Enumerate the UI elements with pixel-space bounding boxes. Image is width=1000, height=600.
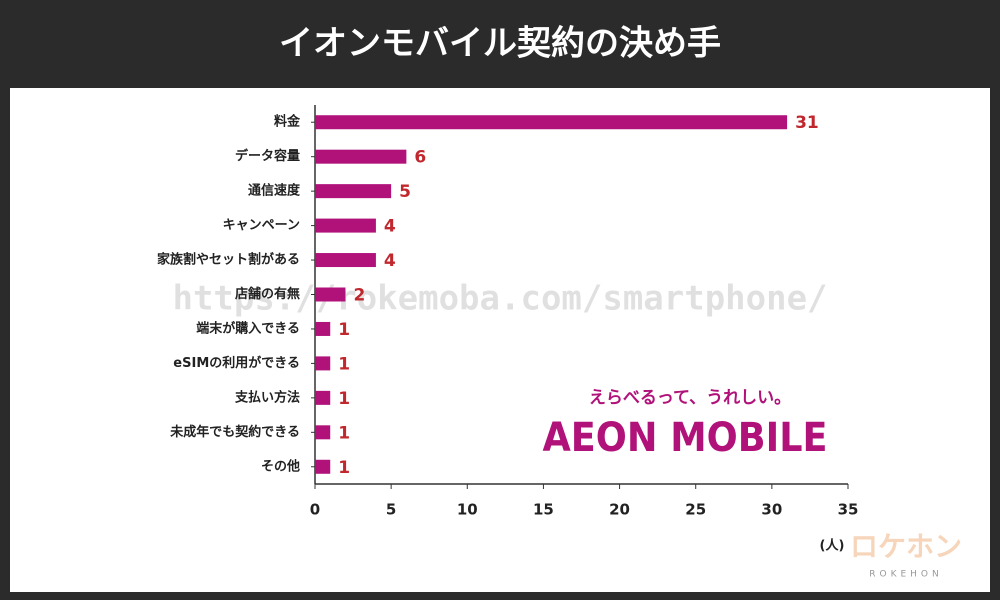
y-tick-label: データ容量: [235, 148, 300, 164]
brand-tagline: えらべるって、うれしい。: [589, 388, 791, 408]
y-tick-label: 未成年でも契約できる: [169, 424, 300, 440]
value-label: 1: [338, 458, 350, 478]
bar: [315, 218, 376, 233]
x-tick-label: 30: [761, 501, 782, 519]
bar: [315, 390, 331, 405]
bar: [315, 149, 407, 164]
site-logo: ロケホン: [850, 530, 962, 563]
y-tick-label: 店舗の有無: [235, 286, 300, 302]
brand-name: AEON MOBILE: [543, 415, 828, 461]
x-axis-label: (人): [820, 538, 845, 554]
x-tick-label: 5: [386, 501, 396, 519]
bar: [315, 459, 331, 474]
bar: [315, 425, 331, 440]
value-label: 5: [399, 182, 411, 202]
bar: [315, 321, 331, 336]
x-tick-label: 20: [609, 501, 630, 519]
y-tick-label: 家族割やセット割がある: [157, 252, 300, 268]
value-label: 4: [384, 217, 396, 237]
y-tick-label: 通信速度: [248, 183, 301, 199]
bar: [315, 253, 376, 268]
y-tick-label: 端末が購入できる: [196, 320, 300, 336]
value-label: 1: [338, 389, 350, 409]
value-label: 2: [353, 286, 365, 306]
value-label: 1: [338, 423, 350, 443]
value-label: 1: [338, 354, 350, 374]
x-tick-label: 15: [533, 501, 554, 519]
x-tick-label: 10: [457, 501, 478, 519]
site-logo-romaji: ROKEHON: [869, 570, 943, 580]
x-tick-label: 35: [838, 501, 859, 519]
bar: [315, 356, 331, 371]
value-label: 4: [384, 251, 396, 271]
y-tick-label: キャンペーン: [223, 218, 300, 233]
value-label: 1: [338, 320, 350, 340]
y-tick-label: その他: [261, 458, 300, 474]
y-tick-label: 料金: [274, 114, 301, 130]
x-tick-label: 25: [685, 501, 706, 519]
y-tick-label: 支払い方法: [234, 389, 300, 405]
bar: [315, 184, 392, 199]
chart-title: イオンモバイル契約の決め手: [279, 24, 721, 64]
value-label: 6: [414, 148, 426, 168]
x-tick-label: 0: [310, 501, 320, 519]
watermark: https://rokemoba.com/smartphone/: [172, 279, 827, 319]
value-label: 31: [795, 113, 819, 133]
bar: [315, 115, 788, 130]
bar: [315, 287, 346, 302]
y-tick-label: eSIMの利用ができる: [173, 355, 300, 371]
panel: [10, 88, 990, 592]
